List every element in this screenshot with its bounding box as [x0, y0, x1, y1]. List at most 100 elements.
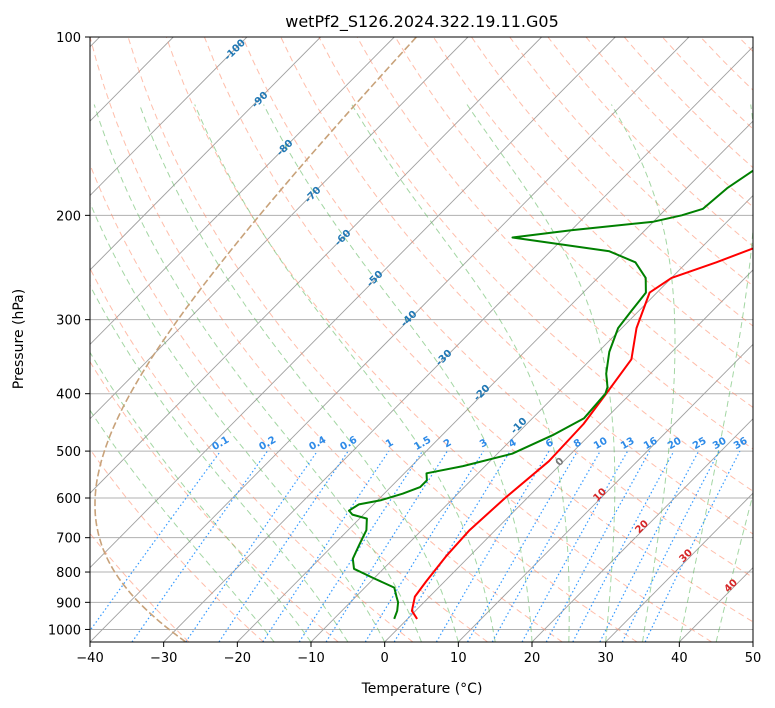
- isotherm-line: [90, 37, 542, 494]
- x-tick-label: 30: [597, 651, 614, 666]
- isotherm-line: [163, 46, 753, 642]
- isotherm-line: [531, 418, 753, 642]
- dry-adiabat-line: [356, 37, 753, 450]
- x-tick-label: −10: [297, 651, 324, 666]
- chart-title: wetPf2_S126.2024.322.19.11.G05: [285, 12, 559, 32]
- moist-adiabat-line: [90, 409, 275, 642]
- y-tick-label: 800: [56, 566, 81, 581]
- mixing-ratio-label: 2: [442, 437, 454, 450]
- dry-adiabat-label: -90: [250, 90, 271, 111]
- mixing-ratio-line: [393, 450, 511, 642]
- x-axis: −40 −30 −20 −10 0 10 20 30 40 50: [76, 642, 761, 666]
- y-axis-label: Pressure (hPa): [11, 289, 27, 389]
- isotherm-line: [90, 37, 616, 569]
- x-tick-label: −20: [224, 651, 251, 666]
- mixing-ratio-line: [644, 450, 741, 642]
- dry-adiabat-line: [242, 37, 753, 579]
- x-axis-label: Temperature (°C): [361, 681, 483, 697]
- mixing-ratio-line: [435, 450, 550, 642]
- moist-adiabat-line: [194, 104, 496, 642]
- mixing-ratio-label: 0.2: [257, 435, 278, 453]
- isotherm-line: [679, 566, 753, 642]
- lcl-curve: [94, 37, 417, 642]
- dry-adiabat-line: [623, 37, 753, 169]
- moist-adiabat-line: [678, 104, 753, 642]
- dry-adiabat-line: [432, 37, 753, 368]
- dry-adiabat-label: 0: [554, 456, 567, 469]
- dry-adiabat-label: -20: [472, 383, 493, 404]
- dry-adiabat-line: [90, 267, 414, 642]
- mixing-ratio-line: [491, 450, 601, 642]
- dry-adiabat-line: [318, 37, 753, 492]
- moist-adiabat-line: [90, 351, 312, 642]
- isotherm-line: [90, 37, 469, 420]
- isotherm-line: [384, 269, 753, 642]
- mixing-ratio-line: [218, 450, 349, 642]
- isotherm-line: [90, 37, 395, 345]
- isotherm-line: [605, 492, 753, 642]
- dry-adiabat-line: [90, 37, 563, 642]
- mixing-ratio-label: 4: [507, 437, 519, 450]
- mixing-ratio-line: [521, 450, 629, 642]
- y-axis: 100 200 300 400 500 600 700 800 900 1000: [48, 31, 90, 638]
- dry-adiabat-line: [661, 37, 753, 130]
- mixing-ratio-line: [572, 450, 675, 642]
- x-tick-label: −40: [76, 651, 103, 666]
- moist-adiabat-line: [263, 104, 533, 642]
- mixing-ratio-label: 8: [572, 437, 584, 450]
- mixing-ratio-label: 0.6: [338, 435, 359, 453]
- dry-adiabat-line: [738, 37, 753, 53]
- mixing-ratio-line: [364, 450, 485, 642]
- temperature-profile: [410, 247, 753, 620]
- dry-adiabat-line: [90, 360, 339, 642]
- x-tick-label: 50: [745, 651, 762, 666]
- y-tick-label: 300: [56, 314, 81, 329]
- dry-adiabat-label: -100: [222, 37, 248, 63]
- mixing-ratio-label: 13: [619, 436, 637, 453]
- mixing-ratio-label: 30: [711, 436, 729, 453]
- mixing-ratio-line: [131, 450, 268, 642]
- dry-adiabat-label: 10: [591, 486, 609, 504]
- dry-adiabat-line: [471, 37, 753, 327]
- dry-adiabat-line: [203, 37, 753, 623]
- mixing-ratio-line: [90, 450, 221, 632]
- moist-adiabat-line: [715, 492, 753, 642]
- mixing-ratio-label: 1: [384, 437, 396, 450]
- mixing-ratio-line: [298, 450, 424, 642]
- isotherm-line: [90, 37, 321, 271]
- mixing-ratio-label: 10: [592, 436, 610, 453]
- dry-adiabat-line: [280, 37, 753, 535]
- x-tick-label: 10: [450, 651, 467, 666]
- moist-adiabat-line: [139, 104, 459, 642]
- moist-adiabat-line: [610, 104, 676, 642]
- mixing-ratio-label: 0.1: [210, 435, 231, 453]
- mixing-ratio-line: [185, 450, 318, 642]
- dry-adiabat-line: [90, 448, 264, 642]
- mixing-ratio-label: 36: [732, 436, 750, 453]
- mixing-ratio-line: [621, 450, 720, 642]
- guide-lines: [90, 37, 753, 642]
- isotherm-line: [237, 120, 753, 642]
- mixing-ratio-line: [325, 450, 448, 642]
- plot-frame: [89, 36, 754, 643]
- dry-adiabat-label: 30: [677, 547, 695, 565]
- mixing-ratio-label: 6: [544, 437, 556, 450]
- dry-adiabat-label: -70: [303, 185, 324, 206]
- mixing-ratio-label: 0.4: [307, 435, 328, 453]
- isotherm-line: [310, 194, 753, 642]
- isotherm-line: [752, 641, 753, 642]
- dry-adiabat-line: [547, 37, 753, 247]
- dry-adiabat-line: [127, 37, 638, 642]
- x-tick-label: 40: [671, 651, 688, 666]
- moist-adiabat-line: [466, 104, 616, 642]
- mixing-ratio-label: 1.5: [412, 435, 433, 453]
- y-tick-label: 200: [56, 209, 81, 224]
- mixing-ratio-label: 3: [478, 437, 490, 450]
- dewpoint-profile: [348, 169, 753, 620]
- dry-adiabat-line: [509, 37, 753, 287]
- moist-adiabat-line: [351, 104, 570, 642]
- y-tick-label: 1000: [48, 623, 81, 638]
- series-layer: [348, 169, 753, 620]
- dry-adiabat-line: [165, 37, 712, 642]
